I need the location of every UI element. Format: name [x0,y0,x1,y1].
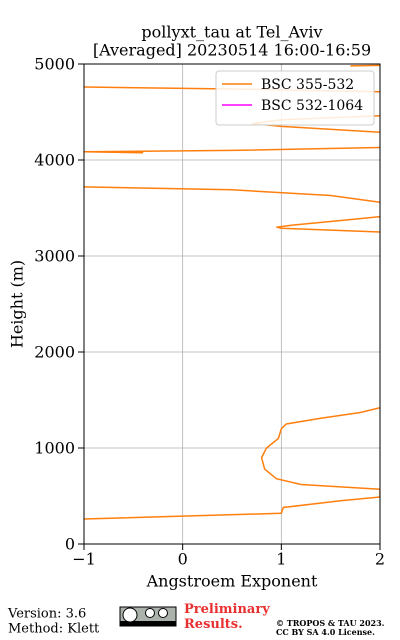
version: Version: 3.6 [7,607,86,622]
legend-label: BSC 355-532 [261,77,354,93]
chart-subtitle: [Averaged] 20230514 16:00-16:59 [93,41,371,60]
preliminary-text: Preliminary [184,602,270,617]
data-line [84,64,380,520]
method: Method: Klett [8,622,100,637]
chart-title: pollyxt_tau at Tel_Aviv [141,23,322,42]
copyright: © TROPOS & TAU 2023. [276,618,385,628]
x-tick-label: 0 [178,550,188,569]
x-axis-label: Angstroem Exponent [146,572,318,591]
y-axis-label: Height (m) [8,260,27,348]
cc-icon [119,606,177,627]
legend: BSC 355-532 BSC 532-1064 [215,70,375,126]
x-tick-label: 1 [276,550,286,569]
legend-label: BSC 532-1064 [261,98,363,114]
y-tick-label: 0 [65,535,75,554]
y-tick-label: 3000 [34,247,75,266]
plot-frame [83,63,381,545]
y-tick-label: 1000 [34,439,75,458]
preliminary-note: Preliminary Results. [184,602,270,632]
license: CC BY SA 4.0 License. [276,627,375,637]
legend-box [215,70,375,126]
y-tick-label: 5000 [34,55,75,74]
y-tick-label: 4000 [34,151,75,170]
y-tick-label: 2000 [34,343,75,362]
preliminary-text-line: Results. [184,617,243,632]
x-tick-label: −1 [72,550,96,569]
x-tick-label: 2 [375,550,385,569]
